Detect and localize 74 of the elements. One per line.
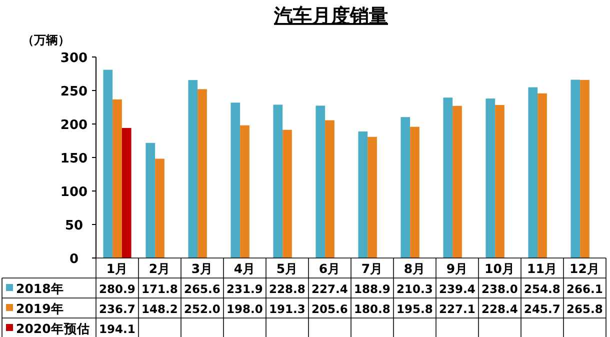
bar <box>146 142 156 258</box>
data-label: 180.8 <box>354 302 390 316</box>
data-label: 266.1 <box>566 282 603 296</box>
x-tick-label: 5月 <box>276 261 298 276</box>
y-tick-label: 200 <box>60 118 88 133</box>
data-label: 280.9 <box>99 282 136 296</box>
x-tick-label: 9月 <box>446 261 468 276</box>
bar <box>198 89 207 258</box>
bar <box>188 80 198 258</box>
data-label: 265.6 <box>184 282 220 296</box>
chart-title: 汽车月度销量 <box>273 5 388 27</box>
y-axis-title: （万辆） <box>22 33 70 47</box>
bar <box>368 136 377 258</box>
data-label: 245.7 <box>524 302 560 316</box>
data-label: 265.8 <box>566 302 603 316</box>
data-label: 227.4 <box>312 282 348 296</box>
data-label: 239.4 <box>439 282 476 296</box>
legend-label: 2020年预估 <box>16 321 90 336</box>
data-label: 254.8 <box>524 282 560 296</box>
y-tick-label: 100 <box>60 185 88 200</box>
data-label: 236.7 <box>99 302 136 316</box>
bar <box>486 98 496 258</box>
data-label: 195.8 <box>396 302 433 316</box>
data-label: 205.6 <box>312 302 348 316</box>
x-tick-label: 12月 <box>570 261 600 276</box>
bar <box>443 98 453 258</box>
data-label: 171.8 <box>142 282 178 296</box>
bar <box>580 80 590 258</box>
bar <box>325 120 334 258</box>
y-tick-label: 300 <box>60 51 88 66</box>
x-tick-label: 2月 <box>148 261 171 276</box>
x-tick-label: 1月 <box>106 261 128 276</box>
bar <box>538 93 547 258</box>
x-tick-label: 11月 <box>527 261 558 276</box>
bar <box>273 104 283 258</box>
bar <box>112 99 122 258</box>
y-tick-label: 50 <box>64 218 84 234</box>
data-label: 228.4 <box>482 302 518 316</box>
x-tick-label: 6月 <box>318 261 341 276</box>
bar <box>528 87 538 258</box>
y-tick-label: 150 <box>60 152 88 166</box>
bar <box>230 102 240 258</box>
data-label: 210.3 <box>396 282 433 296</box>
legend-label: 2018年 <box>16 281 64 296</box>
x-tick-label: 8月 <box>404 261 426 276</box>
bar <box>400 117 410 258</box>
data-label: 231.9 <box>226 282 263 296</box>
x-tick-label: 10月 <box>484 261 515 276</box>
y-tick-label: 0 <box>69 252 79 267</box>
bar <box>103 70 113 258</box>
bar <box>155 158 164 258</box>
bar <box>410 126 420 258</box>
data-label: 228.8 <box>269 282 306 296</box>
data-label: 194.1 <box>99 322 136 336</box>
data-label: 148.2 <box>142 302 178 316</box>
data-label: 191.3 <box>269 302 306 316</box>
bar <box>570 80 580 258</box>
bar <box>316 106 326 258</box>
bar <box>452 106 462 258</box>
bar <box>495 104 504 258</box>
bar <box>240 125 250 258</box>
bar <box>122 128 132 258</box>
data-label: 227.1 <box>439 302 476 316</box>
legend-label: 2019年 <box>16 301 64 316</box>
data-label: 198.0 <box>226 302 263 316</box>
data-label: 238.0 <box>482 282 518 296</box>
bar <box>282 130 292 258</box>
data-label: 188.9 <box>354 282 390 296</box>
x-tick-label: 7月 <box>361 261 384 276</box>
bar <box>358 131 368 258</box>
y-tick-label: 250 <box>60 84 88 100</box>
x-tick-label: 3月 <box>191 261 214 276</box>
x-tick-label: 4月 <box>234 261 256 276</box>
data-label: 252.0 <box>184 302 220 316</box>
